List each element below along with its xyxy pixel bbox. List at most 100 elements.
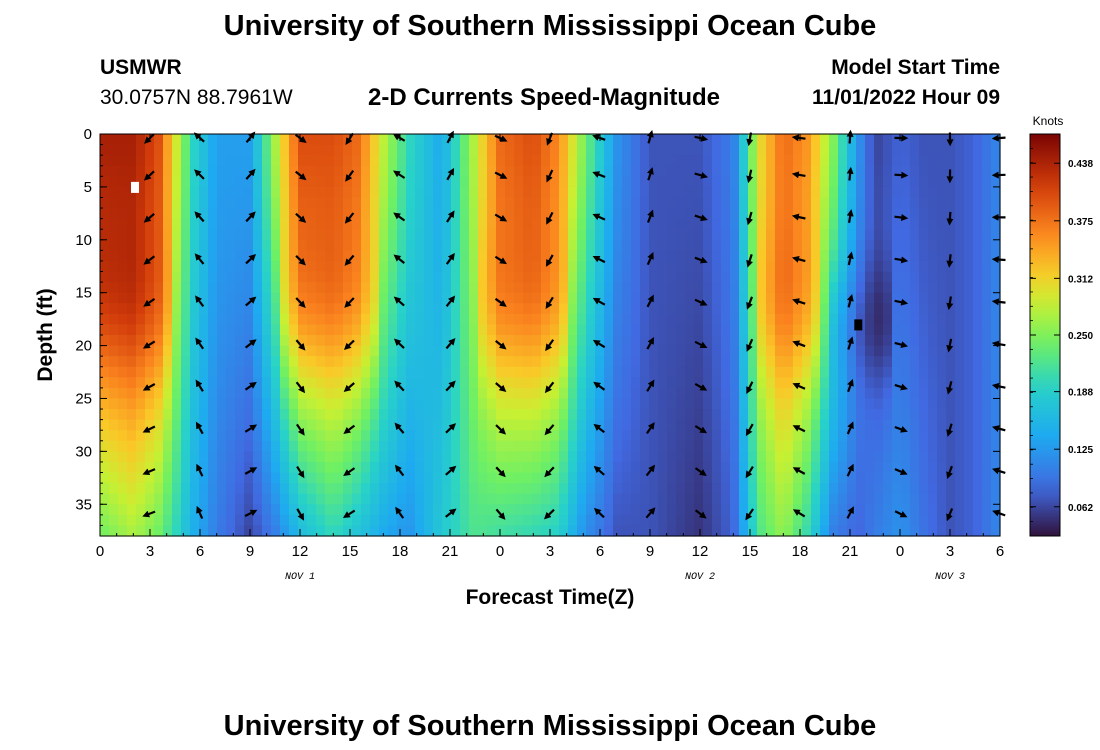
heatmap-cell xyxy=(802,483,812,495)
heatmap-cell xyxy=(532,197,542,209)
heatmap-cell xyxy=(838,218,848,230)
current-vector xyxy=(446,167,455,181)
heatmap-cell xyxy=(127,229,137,241)
heatmap-cell xyxy=(676,324,686,336)
heatmap-cell xyxy=(730,208,740,220)
current-vector xyxy=(295,212,307,223)
heatmap-cell xyxy=(100,451,110,463)
heatmap-cell xyxy=(217,504,227,516)
heatmap-cell xyxy=(352,218,362,230)
current-vector xyxy=(545,254,554,267)
heatmap-cell xyxy=(577,335,587,347)
heatmap-cell xyxy=(343,366,353,378)
heatmap-cell xyxy=(514,303,524,315)
heatmap-cell xyxy=(271,144,281,156)
heatmap-cell xyxy=(946,282,956,294)
heatmap-cell xyxy=(694,282,704,294)
heatmap-cell xyxy=(955,313,965,326)
heatmap-cell xyxy=(514,514,524,527)
heatmap-cell xyxy=(595,514,605,527)
heatmap-cell xyxy=(739,461,749,474)
heatmap-cell xyxy=(802,250,812,262)
heatmap-cell xyxy=(559,430,569,442)
heatmap-cell xyxy=(154,377,164,389)
heatmap-cell xyxy=(181,271,191,283)
heatmap-cell xyxy=(226,165,236,177)
heatmap-cell xyxy=(982,472,992,484)
heatmap-cell xyxy=(730,165,740,177)
heatmap-cell xyxy=(865,208,875,220)
heatmap-cell xyxy=(307,218,317,230)
heatmap-cell xyxy=(325,186,335,199)
heatmap-cell xyxy=(388,335,398,347)
heatmap-cell xyxy=(964,335,974,347)
heatmap-cell xyxy=(730,387,740,400)
heatmap-cell xyxy=(901,377,911,389)
heatmap-cell xyxy=(325,345,335,357)
heatmap-cell xyxy=(298,229,308,241)
heatmap-cell xyxy=(649,218,659,230)
heatmap-cell xyxy=(730,229,740,241)
heatmap-cell xyxy=(487,377,497,389)
heatmap-cell xyxy=(253,377,263,389)
heatmap-cell xyxy=(874,282,884,294)
heatmap-cell xyxy=(352,197,362,209)
heatmap-cell xyxy=(316,260,326,273)
heatmap-cell xyxy=(622,176,632,188)
heatmap-cell xyxy=(469,398,479,410)
heatmap-cell xyxy=(307,208,317,220)
heatmap-cell xyxy=(847,430,857,442)
heatmap-cell xyxy=(748,356,758,368)
heatmap-cell xyxy=(172,440,182,452)
heatmap-cell xyxy=(361,419,371,431)
current-vector xyxy=(495,340,507,350)
heatmap-cell xyxy=(829,356,839,368)
heatmap-cell xyxy=(289,419,299,431)
heatmap-cell xyxy=(487,451,497,463)
heatmap-cell xyxy=(388,303,398,315)
heatmap-cell xyxy=(928,377,938,389)
heatmap-cell xyxy=(820,155,830,167)
current-vector xyxy=(847,336,854,350)
heatmap-cell xyxy=(460,218,470,230)
heatmap-cell xyxy=(928,366,938,378)
x-tick-label: 15 xyxy=(742,543,759,560)
heatmap-cell xyxy=(199,282,209,294)
heatmap-cell xyxy=(865,430,875,442)
heatmap-cell xyxy=(487,186,497,199)
heatmap-cell xyxy=(541,440,551,452)
heatmap-cell xyxy=(973,525,983,537)
heatmap-cell xyxy=(226,356,236,368)
heatmap-cell xyxy=(325,144,335,156)
heatmap-cell xyxy=(280,313,290,326)
heatmap-cell xyxy=(181,260,191,273)
heatmap-cell xyxy=(865,324,875,336)
heatmap-cell xyxy=(883,472,893,484)
heatmap-cell xyxy=(397,377,407,389)
heatmap-cell xyxy=(883,345,893,357)
heatmap-cell xyxy=(955,525,965,537)
colorbar-tick-label: 0.312 xyxy=(1068,274,1093,285)
heatmap-cell xyxy=(676,525,686,537)
heatmap-cell xyxy=(685,419,695,431)
heatmap-cell xyxy=(244,514,254,527)
heatmap-cell xyxy=(289,483,299,495)
heatmap-cell xyxy=(766,218,776,230)
heatmap-cell xyxy=(208,398,218,410)
heatmap-cell xyxy=(829,197,839,209)
heatmap-cell xyxy=(991,409,1001,421)
heatmap-cell xyxy=(892,377,902,389)
heatmap-cell xyxy=(172,250,182,262)
heatmap-cell xyxy=(280,335,290,347)
heatmap-cell xyxy=(388,440,398,452)
heatmap-cell xyxy=(865,218,875,230)
heatmap-cell xyxy=(991,345,1001,357)
heatmap-cell xyxy=(703,176,713,188)
heatmap-cell xyxy=(163,303,173,315)
heatmap-cell xyxy=(415,155,425,167)
heatmap-cell xyxy=(487,282,497,294)
heatmap-cell xyxy=(244,451,254,463)
heatmap-cell xyxy=(307,419,317,431)
heatmap-cell xyxy=(694,461,704,474)
heatmap-cell xyxy=(964,345,974,357)
